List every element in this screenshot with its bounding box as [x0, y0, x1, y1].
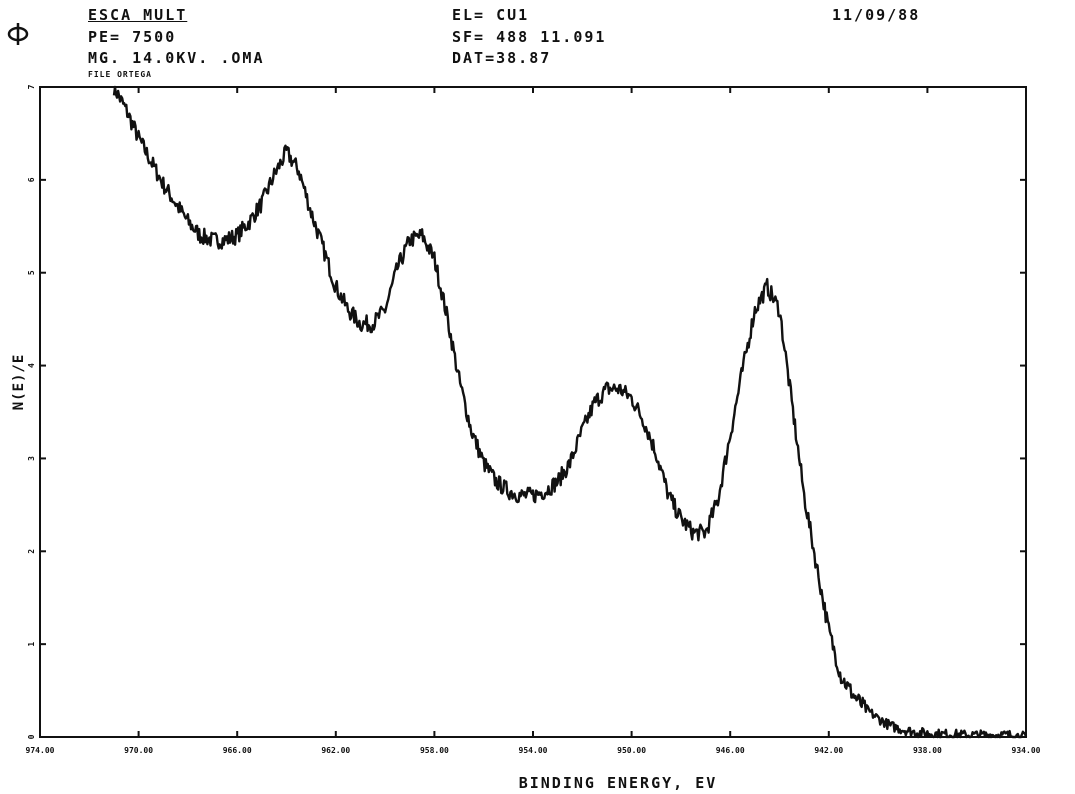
header-source: MG. 14.0KV. .OMA: [88, 49, 265, 67]
y-tick-label: 4: [27, 363, 36, 368]
header-dat: DAT=38.87: [452, 49, 552, 67]
x-tick-label: 970.00: [124, 746, 153, 755]
y-tick-label: 3: [27, 456, 36, 461]
x-tick-label: 942.00: [814, 746, 843, 755]
y-tick-label: 2: [27, 549, 36, 554]
x-tick-label: 938.00: [913, 746, 942, 755]
y-tick-label: 1: [27, 642, 36, 647]
phi-logo-icon: [7, 23, 29, 45]
x-tick-label: 950.00: [617, 746, 646, 755]
x-tick-label: 934.00: [1012, 746, 1041, 755]
header-scale-factor: SF= 488 11.091: [452, 28, 607, 46]
x-tick-label: 946.00: [716, 746, 745, 755]
header-title: ESCA MULT: [88, 6, 188, 24]
x-tick-label: 966.00: [223, 746, 252, 755]
y-axis-label: N(E)/E: [11, 354, 27, 411]
y-tick-label: 0: [27, 734, 36, 739]
y-tick-label: 5: [27, 270, 36, 275]
x-tick-label: 962.00: [321, 746, 350, 755]
spectrum-line: [112, 85, 1028, 739]
plot-frame: [39, 86, 1027, 738]
x-tick-label: 974.00: [26, 746, 55, 755]
header-element: EL= CU1: [452, 6, 530, 24]
header-pass-energy: PE= 7500: [88, 28, 177, 46]
y-tick-label: 7: [27, 84, 36, 89]
header-file: FILE ORTEGA: [88, 70, 152, 79]
x-tick-label: 954.00: [519, 746, 548, 755]
x-tick-label: 958.00: [420, 746, 449, 755]
x-axis-label: BINDING ENERGY, EV: [519, 774, 718, 792]
y-tick-label: 6: [27, 177, 36, 182]
header-date: 11/09/88: [832, 6, 921, 24]
